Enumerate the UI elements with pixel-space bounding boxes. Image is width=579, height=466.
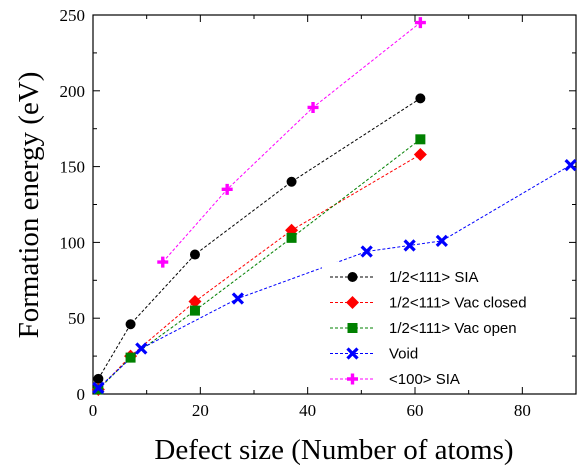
markers-layer (91, 17, 577, 396)
data-point-1 (188, 295, 202, 309)
legend: 1/2<111> SIA 1/2<111> Vac closed 1/2<111> … (322, 262, 570, 388)
x-tick-label: 20 (192, 401, 209, 420)
x-tick-label: 0 (89, 401, 98, 420)
data-point-3 (564, 158, 577, 172)
series-line-0 (97, 97, 421, 380)
ticks-layer: 0 20 40 60 80 0 50 100 150 200 250 (60, 6, 576, 420)
data-point-3 (403, 239, 416, 252)
legend-label-2: 1/2<111> Vac open (389, 320, 517, 337)
legend-label-1: 1/2<111> Vac closed (389, 295, 527, 312)
data-point-2 (415, 134, 426, 145)
legend-label-4: <100> SIA (389, 371, 460, 388)
data-point-2 (125, 352, 136, 363)
data-point-0 (415, 93, 426, 104)
legend-label-0: 1/2<111> SIA (389, 269, 479, 286)
data-point-4 (414, 17, 426, 29)
data-point-2 (189, 305, 200, 316)
x-tick-label: 40 (299, 401, 316, 420)
data-point-4 (307, 101, 319, 113)
x-axis-title: Defect size (Number of atoms) (154, 434, 513, 466)
data-point-3 (360, 245, 373, 258)
data-point-0 (93, 373, 104, 384)
data-point-2 (286, 232, 297, 243)
data-point-3 (135, 342, 148, 355)
data-point-3 (231, 292, 245, 305)
x-tick-label: 80 (514, 401, 531, 420)
y-tick-label: 100 (60, 233, 86, 252)
y-tick-label: 0 (77, 385, 86, 404)
legend-marker-3 (346, 347, 359, 360)
data-point-1 (413, 147, 427, 161)
data-point-3 (92, 381, 105, 395)
data-point-0 (189, 249, 200, 260)
y-tick-label: 200 (60, 82, 86, 101)
legend-label-3: Void (389, 346, 418, 363)
series-line-4 (162, 22, 421, 263)
legend-marker-1 (346, 296, 359, 309)
y-tick-label: 50 (68, 309, 85, 328)
data-point-0 (286, 176, 297, 187)
legend-marker-4 (347, 373, 358, 385)
data-point-3 (435, 234, 448, 248)
data-point-4 (157, 256, 169, 268)
x-tick-label: 60 (407, 401, 424, 420)
legend-box (322, 262, 570, 386)
y-tick-label: 250 (60, 6, 86, 25)
data-point-4 (221, 183, 233, 195)
legend-marker-2 (347, 323, 358, 333)
legend-marker-0 (347, 272, 358, 282)
data-point-0 (125, 319, 136, 330)
y-axis-title: Formation energy (eV) (13, 72, 45, 339)
y-tick-label: 150 (60, 158, 86, 177)
